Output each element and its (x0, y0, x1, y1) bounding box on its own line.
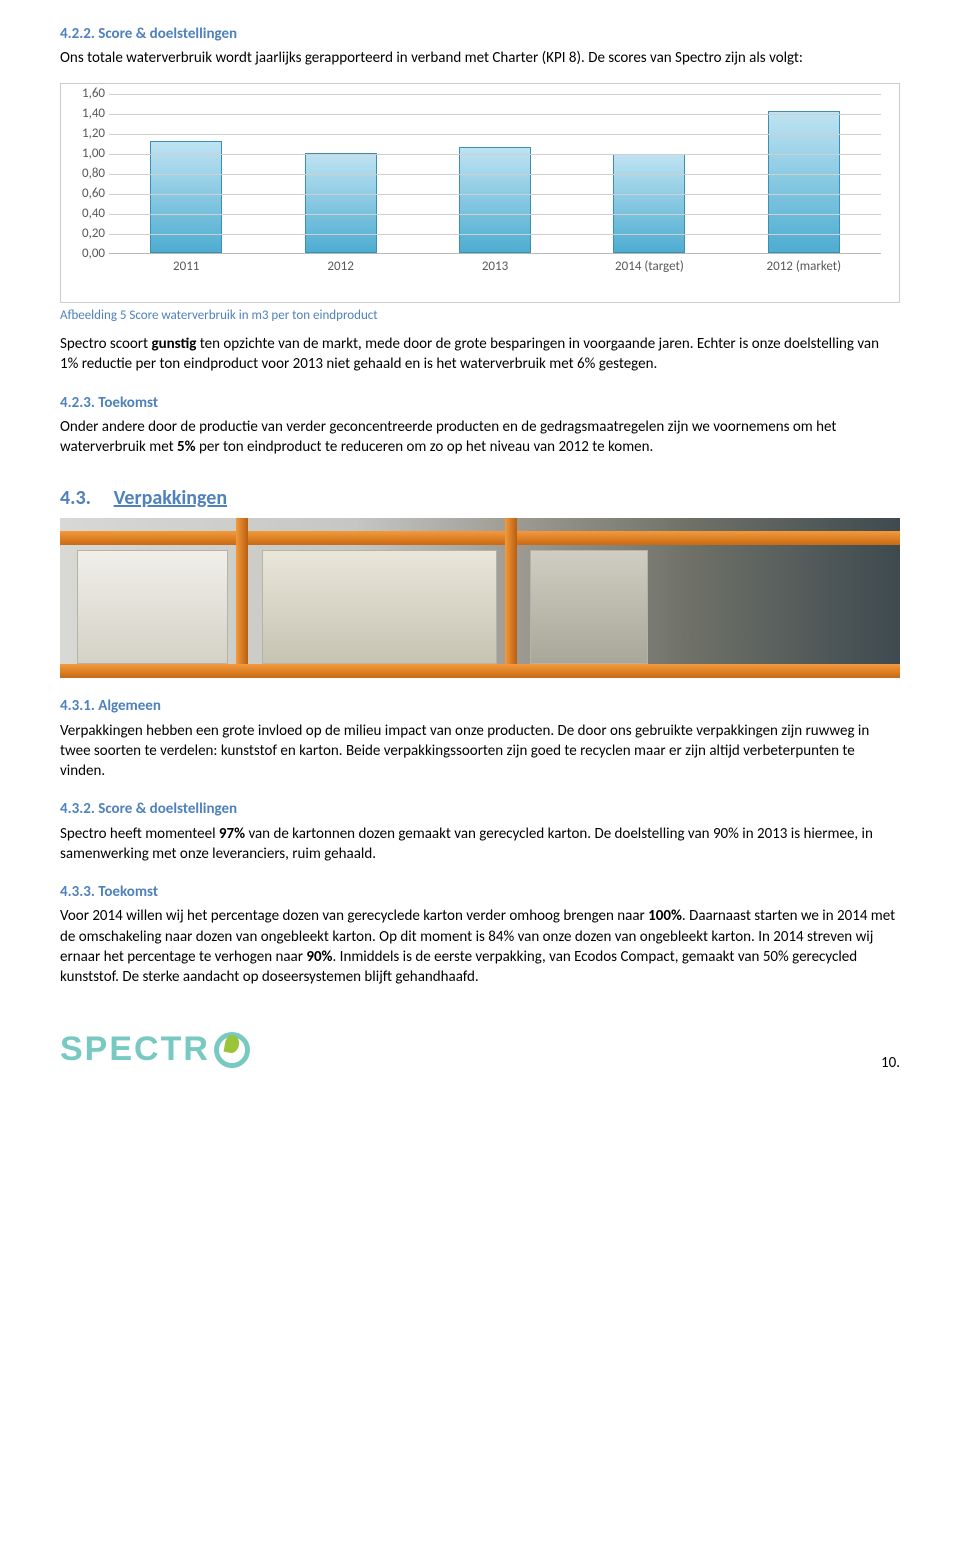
section-number: 4.3. (60, 486, 91, 510)
text: Spectro heeft momenteel (60, 825, 219, 843)
chart-xtick-label: 2014 (target) (572, 258, 726, 276)
chart-gridline (109, 114, 881, 115)
heading-4-2-2: 4.2.2. Score & doelstellingen (60, 24, 900, 44)
chart-ytick-label: 1,20 (65, 125, 105, 143)
warehouse-pallet (77, 550, 228, 664)
heading-4-3-1: 4.3.1. Algemeen (60, 696, 900, 716)
paragraph: Verpakkingen hebben een grote invloed op… (60, 721, 900, 782)
chart-xtick-label: 2012 (market) (727, 258, 881, 276)
chart-x-labels: 2011201220132014 (target)2012 (market) (109, 258, 881, 276)
chart-gridline (109, 154, 881, 155)
chart-plot-area: 0,000,200,400,600,801,001,201,401,60 (109, 94, 881, 254)
chart-gridline (109, 174, 881, 175)
warehouse-rack (60, 664, 900, 678)
chart-bar (150, 141, 222, 253)
warehouse-pallet (262, 550, 497, 664)
section-number: 4.3.2. (60, 800, 95, 818)
chart-xtick-label: 2012 (263, 258, 417, 276)
paragraph: Onder andere door de productie van verde… (60, 417, 900, 458)
text-bold: 90% (306, 948, 332, 966)
section-number: 4.3.3. (60, 883, 95, 901)
page-number: 10. (881, 1053, 900, 1073)
heading-4-3-3: 4.3.3. Toekomst (60, 882, 900, 902)
packaging-banner-image (60, 518, 900, 678)
spectro-logo: SPECTR (60, 1027, 250, 1073)
chart-ytick-label: 0,20 (65, 225, 105, 243)
section-title: Toekomst (98, 883, 158, 901)
section-number: 4.2.2. (60, 25, 95, 43)
text: Spectro scoort (60, 335, 151, 353)
section-number: 4.3.1. (60, 697, 95, 715)
chart-xtick-label: 2013 (418, 258, 572, 276)
warehouse-rack (60, 531, 900, 545)
chart-gridline (109, 194, 881, 195)
chart-gridline (109, 134, 881, 135)
paragraph: Voor 2014 willen wij het percentage doze… (60, 906, 900, 987)
chart-bar (459, 147, 531, 253)
paragraph: Ons totale waterverbruik wordt jaarlijks… (60, 48, 900, 68)
chart-caption: Afbeelding 5 Score waterverbruik in m3 p… (60, 307, 900, 325)
chart-ytick-label: 0,00 (65, 245, 105, 263)
paragraph: Spectro scoort gunstig ten opzichte van … (60, 334, 900, 375)
warehouse-post (505, 518, 517, 678)
chart-ytick-label: 0,60 (65, 185, 105, 203)
heading-4-3: 4.3. Verpakkingen (60, 485, 900, 512)
heading-4-2-3: 4.2.3. Toekomst (60, 393, 900, 413)
text-bold: 97% (219, 825, 245, 843)
section-title: Verpakkingen (114, 486, 228, 510)
section-title: Score & doelstellingen (98, 800, 237, 818)
page-footer: SPECTR 10. (60, 1027, 900, 1073)
chart-gridline (109, 234, 881, 235)
text-bold: 100% (648, 907, 682, 925)
chart-ytick-label: 1,40 (65, 105, 105, 123)
chart-bar (768, 111, 840, 253)
chart-gridline (109, 94, 881, 95)
paragraph: Spectro heeft momenteel 97% van de karto… (60, 824, 900, 865)
warehouse-pallet (530, 550, 648, 664)
text: Voor 2014 willen wij het percentage doze… (60, 907, 648, 925)
text: per ton eindproduct te reduceren om zo o… (196, 438, 654, 456)
chart-ytick-label: 0,40 (65, 205, 105, 223)
chart-ytick-label: 1,00 (65, 145, 105, 163)
chart-ytick-label: 0,80 (65, 165, 105, 183)
section-title: Algemeen (98, 697, 161, 715)
warehouse-post (236, 518, 248, 678)
chart-bar (305, 153, 377, 253)
text-bold: gunstig (151, 335, 196, 353)
text-bold: 5% (177, 438, 196, 456)
section-title: Toekomst (98, 394, 158, 412)
section-number: 4.2.3. (60, 394, 95, 412)
chart-ytick-label: 1,60 (65, 85, 105, 103)
logo-text: SPECTR (60, 1027, 210, 1073)
heading-4-3-2: 4.3.2. Score & doelstellingen (60, 799, 900, 819)
logo-swirl-icon (214, 1032, 250, 1068)
chart-bar (613, 154, 685, 253)
chart-gridline (109, 214, 881, 215)
water-usage-chart: 0,000,200,400,600,801,001,201,401,60 201… (60, 83, 900, 303)
section-title: Score & doelstellingen (98, 25, 237, 43)
chart-xtick-label: 2011 (109, 258, 263, 276)
